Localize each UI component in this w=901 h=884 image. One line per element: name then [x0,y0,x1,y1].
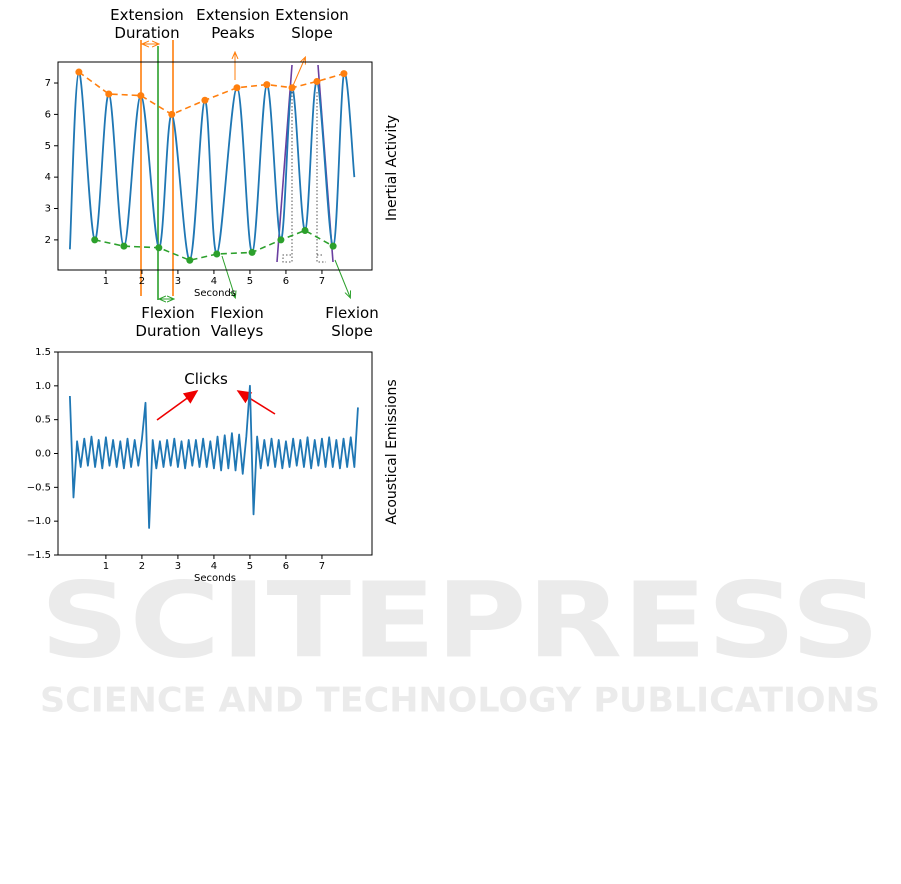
x-tick-label: 1 [103,276,109,287]
data-line [68,71,356,262]
data-point [233,84,241,92]
y-tick-label: 4 [45,172,51,183]
data-line [68,384,359,529]
x-tick-label: 2 [139,561,145,572]
y-tick-label: 3 [45,204,51,215]
annotation-shapes [140,40,350,421]
y-tick-label: 0.5 [35,415,51,426]
data-point [75,68,83,76]
data-line [78,71,345,116]
data-point [168,110,176,118]
side-label: Inertial Activity [384,115,400,221]
data-point [301,226,309,234]
click-arrow [156,390,199,421]
y-tick-label: 7 [45,78,51,89]
data-point [137,92,145,100]
data-point [288,84,296,92]
y-tick-label: −1.0 [27,516,51,527]
annotation: Extension Duration [110,6,184,42]
annotation: Flexion Valleys [210,304,264,340]
data-point [277,236,285,244]
x-tick-label: 6 [283,276,289,287]
y-tick-label: 2 [45,235,51,246]
y-tick-label: 6 [45,109,51,120]
data-point [248,248,256,256]
y-tick-label: −1.5 [27,550,51,561]
x-tick-label: 6 [283,561,289,572]
x-tick-label: 4 [211,276,217,287]
x-axis-label: Seconds [194,288,236,299]
data-point [186,256,194,264]
x-tick-label: 5 [247,561,253,572]
y-tick-label: 1.5 [35,347,51,358]
x-tick-label: 5 [247,276,253,287]
click-arrow [236,390,276,415]
plot-frame [57,351,373,556]
x-tick-label: 7 [319,276,325,287]
annotation: Flexion Slope [325,304,379,340]
data-point [201,96,209,104]
slope-guide [282,92,326,263]
x-tick-label: 2 [139,276,145,287]
watermark: SCITEPRESS SCIENCE AND TECHNOLOGY PUBLIC… [40,559,880,720]
pointer-arrow [291,58,305,89]
x-tick-label: 4 [211,561,217,572]
y-tick-label: 5 [45,141,51,152]
side-label: Acoustical Emissions [384,379,400,524]
data-point [105,90,113,98]
x-tick-label: 7 [319,561,325,572]
data-point [155,244,163,252]
data-point [340,70,348,78]
data-point [120,242,128,250]
watermark-title: SCITEPRESS [40,559,880,681]
x-tick-label: 3 [175,276,181,287]
data-point [329,242,337,250]
data-point [213,250,221,258]
annotation: Flexion Duration [135,304,201,340]
annotation: Clicks [184,370,228,388]
data-point [91,236,99,244]
y-tick-label: 1.0 [35,381,51,392]
data-point [313,77,321,85]
annotation: Extension Slope [275,6,349,42]
x-tick-label: 3 [175,561,181,572]
watermark-subtitle: SCIENCE AND TECHNOLOGY PUBLICATIONS [40,681,880,721]
plot-frame [57,61,373,271]
pointer-arrow [221,255,235,297]
y-tick-label: 0.0 [35,449,51,460]
y-tick-label: −0.5 [27,482,51,493]
data-point [263,81,271,89]
x-tick-label: 1 [103,561,109,572]
annotation: Extension Peaks [196,6,270,42]
x-axis-label: Seconds [194,573,236,584]
pointer-arrow [334,259,350,297]
